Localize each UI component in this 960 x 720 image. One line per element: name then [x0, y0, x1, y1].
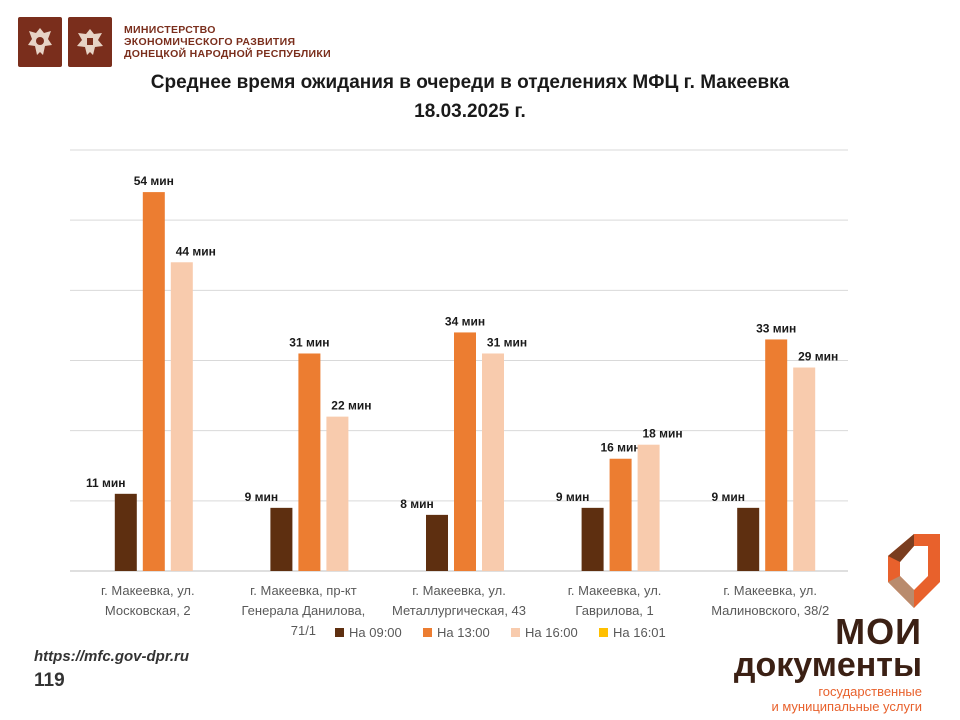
- data-label: 9 мин: [245, 490, 279, 504]
- coat-of-arms-icon: [18, 17, 62, 67]
- bar: [609, 458, 632, 571]
- bar: [482, 353, 504, 571]
- category-label: Московская, 2: [105, 603, 191, 618]
- bar: [426, 514, 448, 571]
- data-label: 8 мин: [400, 497, 434, 511]
- data-label: 31 мин: [487, 335, 527, 349]
- legend-swatch: [335, 628, 344, 637]
- legend-label: На 13:00: [437, 625, 490, 640]
- category-label: 71/1: [291, 623, 316, 638]
- bar: [454, 332, 476, 571]
- data-label: 22 мин: [331, 399, 371, 413]
- bar: [737, 507, 760, 571]
- category-label: г. Макеевка, ул.: [412, 583, 506, 598]
- data-label: 31 мин: [289, 335, 329, 349]
- chart-title: Среднее время ожидания в очереди в отдел…: [150, 72, 790, 93]
- data-label: 29 мин: [798, 350, 838, 364]
- category-label: Генерала Данилова,: [242, 603, 366, 618]
- page-number: 119: [34, 670, 65, 691]
- category-label: г. Макеевка, ул.: [723, 583, 817, 598]
- data-label: 11 мин: [86, 476, 126, 490]
- data-label: 34 мин: [445, 314, 485, 328]
- bar: [114, 493, 137, 571]
- ministry-name: МИНИСТЕРСТВО ЭКОНОМИЧЕСКОГО РАЗВИТИЯ ДОН…: [124, 24, 331, 60]
- website-url[interactable]: https://mfc.gov-dpr.ru: [34, 648, 189, 665]
- category-label: г. Макеевка, ул.: [101, 583, 195, 598]
- bar: [765, 339, 788, 571]
- category-label: г. Макеевка, ул.: [568, 583, 662, 598]
- bar: [298, 353, 321, 571]
- legend-label: На 16:00: [525, 625, 578, 640]
- data-label: 16 мин: [601, 441, 641, 455]
- ministry-line: МИНИСТЕРСТВО: [124, 24, 216, 36]
- data-label: 9 мин: [711, 490, 745, 504]
- brand-line-1: МОИ: [835, 611, 922, 652]
- legend-label: На 16:01: [613, 625, 666, 640]
- category-label: Малиновского, 38/2: [711, 603, 829, 618]
- bar: [793, 367, 816, 571]
- bar: [142, 192, 165, 571]
- dpr-emblem-icon: [68, 17, 112, 67]
- data-label: 33 мин: [756, 321, 796, 335]
- data-label: 44 мин: [176, 244, 216, 258]
- moi-dokumenty-brand: МОИ документы государственные и муниципа…: [710, 528, 950, 718]
- data-label: 18 мин: [643, 427, 683, 441]
- category-label: г. Макеевка, пр-кт: [250, 583, 357, 598]
- brand-line-3: государственные: [818, 684, 922, 699]
- ministry-line: ДОНЕЦКОЙ НАРОДНОЙ РЕСПУБЛИКИ: [124, 48, 331, 60]
- bar: [270, 507, 293, 571]
- data-label: 9 мин: [556, 490, 590, 504]
- ministry-line: ЭКОНОМИЧЕСКОГО РАЗВИТИЯ: [124, 36, 296, 48]
- legend-swatch: [511, 628, 520, 637]
- bar: [637, 444, 660, 571]
- category-label: Металлургическая, 43: [392, 603, 526, 618]
- legend-label: На 09:00: [349, 625, 402, 640]
- bar: [170, 262, 193, 571]
- brand-line-2: документы: [733, 646, 922, 684]
- brand-line-4: и муниципальные услуги: [771, 699, 922, 714]
- legend-swatch: [599, 628, 608, 637]
- chart-title-block: Среднее время ожидания в очереди в отдел…: [0, 68, 940, 126]
- bar: [581, 507, 604, 571]
- moi-dokumenty-logo-icon: [888, 534, 940, 608]
- chart-subtitle: 18.03.2025 г.: [414, 101, 526, 122]
- bar: [326, 416, 349, 571]
- legend-swatch: [423, 628, 432, 637]
- category-label: Гаврилова, 1: [575, 603, 653, 618]
- ministry-header: МИНИСТЕРСТВО ЭКОНОМИЧЕСКОГО РАЗВИТИЯ ДОН…: [18, 16, 331, 68]
- data-label: 54 мин: [134, 174, 174, 188]
